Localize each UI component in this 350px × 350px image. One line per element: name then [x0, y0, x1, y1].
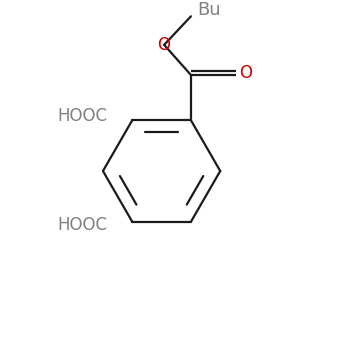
Text: HOOC: HOOC — [57, 216, 107, 234]
Text: O: O — [158, 36, 170, 54]
Text: Bu: Bu — [197, 1, 221, 19]
Text: O: O — [239, 64, 252, 82]
Text: HOOC: HOOC — [57, 107, 107, 125]
